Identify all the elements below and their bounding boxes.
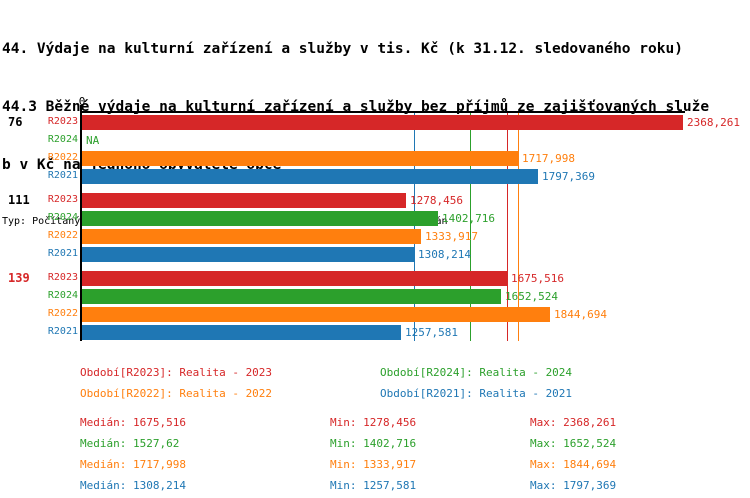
bar xyxy=(82,168,538,184)
bar-row: R2022 1844,694 xyxy=(0,305,750,323)
bar-value-label: NA xyxy=(86,133,100,147)
bar-value-label: 2368,261 xyxy=(687,115,740,129)
bar-value-label: 1717,998 xyxy=(522,151,575,165)
stat-min-R2023: Min: 1278,456 xyxy=(330,416,417,429)
bar xyxy=(82,270,507,286)
bar xyxy=(82,246,414,262)
bar-zone: 1675,516 xyxy=(82,269,750,287)
bar-value-label: 1333,917 xyxy=(425,229,478,243)
bar-value-label: 1797,369 xyxy=(542,169,595,183)
legend-item-R2024: Období[R2024]: Realita - 2024 xyxy=(380,366,573,379)
bar-value-label: 1402,716 xyxy=(442,211,495,225)
bar-zone: 1278,456 xyxy=(82,191,750,209)
bar-zone: 1257,581 xyxy=(82,323,750,341)
stat-min-R2021: Min: 1257,581 xyxy=(330,479,417,492)
bar-value-label: 1278,456 xyxy=(410,193,463,207)
stat-median-R2023: Medián: 1675,516 xyxy=(80,416,186,429)
median-line-R2023 xyxy=(507,113,508,341)
stat-max-R2023: Max: 2368,261 xyxy=(530,416,617,429)
series-label: R2024 xyxy=(47,212,78,223)
series-label: R2021 xyxy=(47,326,78,337)
bar xyxy=(82,306,550,322)
bar-zone: 1652,524 xyxy=(82,287,750,305)
bar xyxy=(82,210,438,226)
series-label: R2024 xyxy=(47,134,78,145)
bar-zone: NA xyxy=(82,131,750,149)
bar-value-label: 1308,214 xyxy=(418,247,471,261)
series-label: R2023 xyxy=(47,194,78,205)
bar-value-label: 1652,524 xyxy=(505,289,558,303)
bar-row: R2022 1717,998 xyxy=(0,149,750,167)
bar-zone: 2368,261 xyxy=(82,113,750,131)
series-label: R2023 xyxy=(47,116,78,127)
group-label: 139 xyxy=(8,271,30,285)
bar-row: R2021 1308,214 xyxy=(0,245,750,263)
stat-min-R2022: Min: 1333,917 xyxy=(330,458,417,471)
stat-median-R2022: Medián: 1717,998 xyxy=(80,458,186,471)
stat-max-R2021: Max: 1797,369 xyxy=(530,479,617,492)
median-line-R2024 xyxy=(470,113,471,341)
bar-zone: 1333,917 xyxy=(82,227,750,245)
stat-median-R2021: Medián: 1308,214 xyxy=(80,479,186,492)
bar-group: 76 R2023 2368,261 R2024 NA R2022 1717,998 R2021… xyxy=(0,113,750,185)
bar-zone: 1308,214 xyxy=(82,245,750,263)
y-axis-line xyxy=(80,105,82,341)
series-label: R2022 xyxy=(47,152,78,163)
median-line-R2022 xyxy=(518,113,519,341)
legend-item-R2023: Období[R2023]: Realita - 2023 xyxy=(80,366,273,379)
chart-title-line1: 44. Výdaje na kulturní zařízení a služby… xyxy=(2,41,683,57)
series-label: R2023 xyxy=(47,272,78,283)
series-label: R2021 xyxy=(47,170,78,181)
series-label: R2024 xyxy=(47,290,78,301)
axis-zero-label: 0 xyxy=(78,95,86,108)
bar-row: R2021 1797,369 xyxy=(0,167,750,185)
bar-row: R2024 1652,524 xyxy=(0,287,750,305)
stat-max-R2022: Max: 1844,694 xyxy=(530,458,617,471)
bar-group: 111 R2023 1278,456 R2024 1402,716 R2022 1333,9… xyxy=(0,191,750,263)
legend-item-R2022: Období[R2022]: Realita - 2022 xyxy=(80,387,273,400)
stat-min-R2024: Min: 1402,716 xyxy=(330,437,417,450)
bar-row: R2022 1333,917 xyxy=(0,227,750,245)
bar-value-label: 1675,516 xyxy=(511,271,564,285)
x-axis-line xyxy=(81,111,685,113)
legend: Období[R2023]: Realita - 2023 Období[R202… xyxy=(0,362,750,404)
stat-median-R2024: Medián: 1527,62 xyxy=(80,437,180,450)
bar-zone: 1844,694 xyxy=(82,305,750,323)
bar-chart: 0 76 R2023 2368,261 R2024 NA R2022 1717,998 R20… xyxy=(0,95,750,355)
group-label: 111 xyxy=(8,193,30,207)
bar-value-label: 1257,581 xyxy=(405,325,458,339)
median-line-R2021 xyxy=(414,113,415,341)
median-lines-layer xyxy=(0,113,750,341)
legend-item-R2021: Období[R2021]: Realita - 2021 xyxy=(380,387,573,400)
bar-row: R2024 NA xyxy=(0,131,750,149)
bar-zone: 1402,716 xyxy=(82,209,750,227)
bar xyxy=(82,192,406,208)
bar xyxy=(82,288,501,304)
bar-zone: 1717,998 xyxy=(82,149,750,167)
bar-row: R2021 1257,581 xyxy=(0,323,750,341)
group-label: 76 xyxy=(8,115,23,129)
series-label: R2021 xyxy=(47,248,78,259)
bar xyxy=(82,150,518,166)
stat-max-R2024: Max: 1652,524 xyxy=(530,437,617,450)
bar-row: 111 R2023 1278,456 xyxy=(0,191,750,209)
series-label: R2022 xyxy=(47,230,78,241)
bar-row: 139 R2023 1675,516 xyxy=(0,269,750,287)
bar-groups: 76 R2023 2368,261 R2024 NA R2022 1717,998 R2021… xyxy=(0,113,750,347)
bar-group: 139 R2023 1675,516 R2024 1652,524 R2022 1844,6… xyxy=(0,269,750,341)
bar xyxy=(82,228,421,244)
series-label: R2022 xyxy=(47,308,78,319)
bar-zone: 1797,369 xyxy=(82,167,750,185)
stats-table: Medián: 1675,516 Min: 1278,456 Max: 2368,2… xyxy=(0,412,750,496)
bar-value-label: 1844,694 xyxy=(554,307,607,321)
bar-row: 76 R2023 2368,261 xyxy=(0,113,750,131)
bar xyxy=(82,114,683,130)
bar-row: R2024 1402,716 xyxy=(0,209,750,227)
bar xyxy=(82,324,401,340)
